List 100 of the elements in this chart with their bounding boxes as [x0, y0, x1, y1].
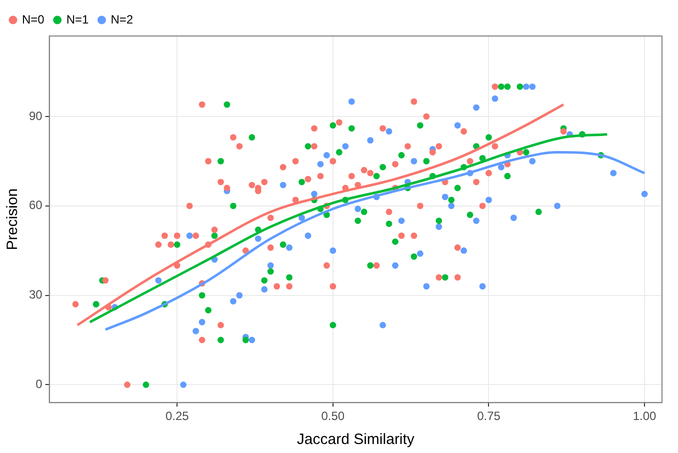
point	[304, 232, 312, 239]
point	[286, 274, 292, 281]
point	[317, 160, 324, 168]
y-tick-label: 90	[28, 108, 43, 123]
point	[498, 83, 504, 90]
point	[348, 125, 355, 132]
point	[280, 182, 286, 188]
point	[330, 247, 336, 254]
point	[498, 164, 504, 170]
legend-label: N=2	[110, 12, 134, 26]
y-tick-label: 60	[28, 198, 43, 212]
point	[504, 172, 511, 180]
point	[155, 277, 162, 284]
point	[486, 134, 492, 141]
point	[304, 143, 312, 150]
legend-label: N=0	[22, 12, 45, 26]
point	[486, 196, 492, 204]
point	[492, 95, 498, 102]
point	[380, 164, 386, 170]
point	[416, 250, 424, 257]
point	[248, 336, 256, 344]
point	[367, 262, 374, 269]
x-tick-label: 0.50	[321, 409, 345, 424]
line-series	[104, 150, 646, 331]
point	[554, 202, 560, 210]
point	[410, 158, 418, 164]
point	[423, 283, 430, 290]
point	[218, 336, 224, 344]
point	[205, 307, 212, 314]
point	[466, 212, 474, 218]
point	[535, 208, 542, 216]
line-series	[76, 103, 565, 326]
point	[460, 247, 468, 254]
point	[311, 190, 318, 198]
point	[298, 178, 305, 186]
point	[423, 158, 430, 164]
point	[442, 274, 448, 281]
point	[436, 224, 442, 230]
point	[142, 382, 150, 388]
point	[254, 235, 262, 242]
point	[236, 292, 243, 299]
point	[354, 206, 362, 212]
point	[218, 158, 224, 164]
point	[522, 83, 530, 90]
point	[398, 218, 405, 224]
point	[522, 149, 530, 156]
point	[174, 241, 180, 248]
point	[286, 244, 292, 251]
point	[267, 268, 274, 275]
point	[354, 218, 362, 224]
point	[267, 262, 274, 269]
point	[410, 253, 418, 260]
point	[224, 101, 230, 108]
point	[448, 202, 455, 210]
legend-label: N=1	[66, 12, 90, 26]
point	[330, 122, 336, 129]
point	[416, 122, 424, 129]
point	[516, 83, 524, 90]
point	[386, 128, 392, 135]
point	[298, 214, 305, 222]
point	[380, 322, 386, 328]
y-tick-label: 0	[36, 377, 43, 392]
point	[186, 232, 193, 239]
x-tick-label: 0.25	[165, 409, 190, 424]
point	[398, 152, 405, 158]
point	[323, 152, 330, 158]
point	[641, 190, 648, 198]
point	[392, 238, 398, 245]
point	[479, 283, 486, 290]
point	[529, 83, 536, 90]
point	[386, 220, 392, 227]
point	[342, 143, 349, 150]
point	[529, 158, 536, 164]
point	[454, 184, 461, 192]
point	[180, 382, 187, 388]
point	[248, 134, 256, 141]
point	[230, 202, 236, 210]
point	[473, 104, 480, 111]
point	[454, 122, 461, 129]
point	[198, 292, 206, 299]
point	[610, 170, 617, 176]
point	[330, 322, 336, 328]
point	[336, 149, 342, 156]
point	[367, 137, 374, 144]
point	[373, 172, 380, 180]
point	[242, 336, 249, 344]
point	[510, 214, 517, 222]
point	[192, 328, 200, 334]
line-series	[88, 133, 608, 324]
point	[360, 208, 368, 216]
x-tick-label: 1.00	[632, 409, 657, 424]
point	[261, 277, 268, 284]
y-tick-label: 30	[28, 288, 43, 302]
x-tick-label: 0.75	[477, 409, 501, 424]
y-axis-title: Precision	[4, 188, 22, 250]
point	[280, 241, 286, 248]
point	[504, 83, 511, 90]
point	[211, 232, 218, 239]
point	[392, 262, 398, 269]
point	[448, 196, 455, 204]
